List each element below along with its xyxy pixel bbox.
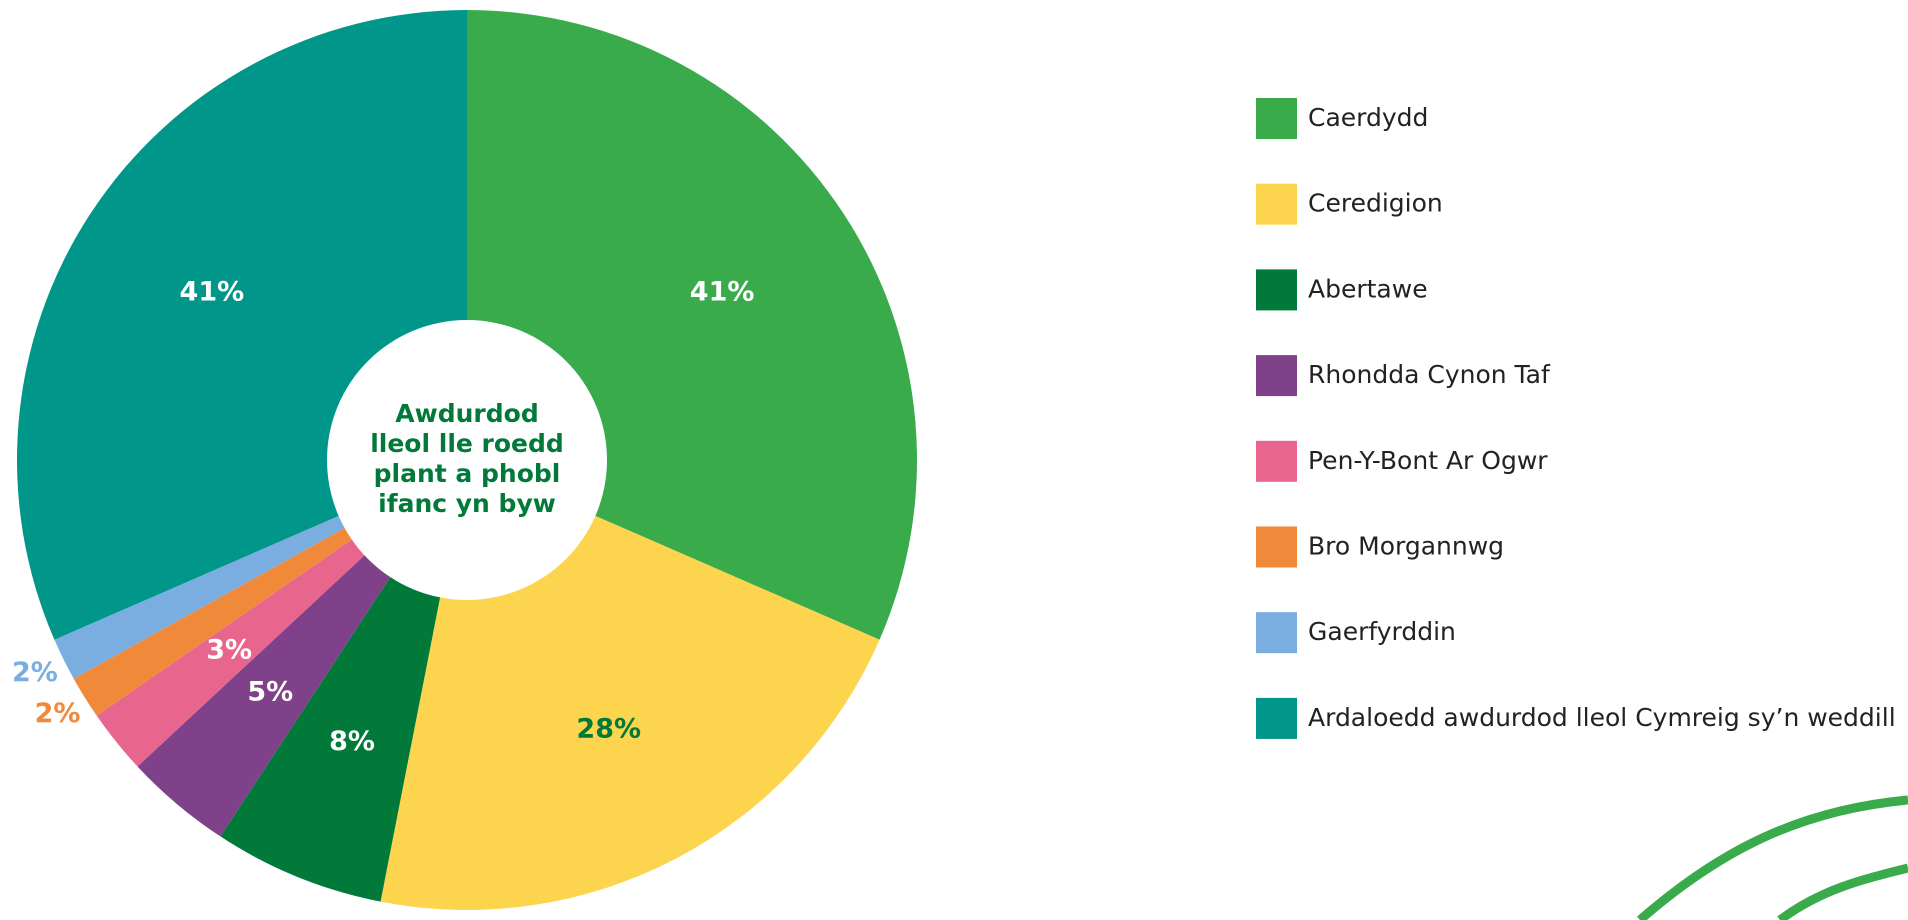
legend-label: Pen-Y-Bont Ar Ogwr (1308, 446, 1548, 475)
legend-label: Caerdydd (1308, 103, 1428, 132)
legend-label: Ardaloedd awdurdod lleol Cymreig sy’n we… (1308, 703, 1896, 732)
data-label: 28% (576, 714, 641, 745)
center-label: lleol lle roedd (370, 429, 564, 458)
data-label: 8% (329, 726, 375, 757)
legend-swatch (1256, 441, 1297, 482)
legend-swatch (1256, 612, 1297, 653)
legend-label: Ceredigion (1308, 189, 1443, 218)
decoration (1780, 868, 1908, 920)
legend-swatch (1256, 269, 1297, 310)
legend-label: Gaerfyrddin (1308, 617, 1456, 646)
legend-swatch (1256, 98, 1297, 139)
data-label: 2% (12, 657, 58, 688)
chart: 41% 28% 8% 5% 3% 2% 2% 41% Awdurdodlleol lle roe… (0, 0, 1908, 920)
decoration (1640, 800, 1908, 920)
legend-swatch (1256, 184, 1297, 225)
center-label: plant a phobl (374, 459, 561, 488)
legend-label: Bro Morgannwg (1308, 532, 1504, 561)
data-label: 41% (180, 276, 245, 307)
legend-swatch (1256, 698, 1297, 739)
data-label: 3% (206, 634, 252, 665)
data-label: 41% (690, 276, 755, 307)
legend-label: Rhondda Cynon Taf (1308, 360, 1551, 389)
legend-label: Abertawe (1308, 274, 1428, 303)
data-label: 2% (35, 698, 81, 729)
data-label: 5% (247, 677, 293, 708)
legend-swatch (1256, 527, 1297, 568)
legend-swatch (1256, 355, 1297, 396)
center-label: Awdurdod (395, 399, 538, 428)
center-label: ifanc yn byw (378, 489, 556, 518)
page: 41% 28% 8% 5% 3% 2% 2% 41% Awdurdodlleol lle roe… (0, 0, 1908, 920)
